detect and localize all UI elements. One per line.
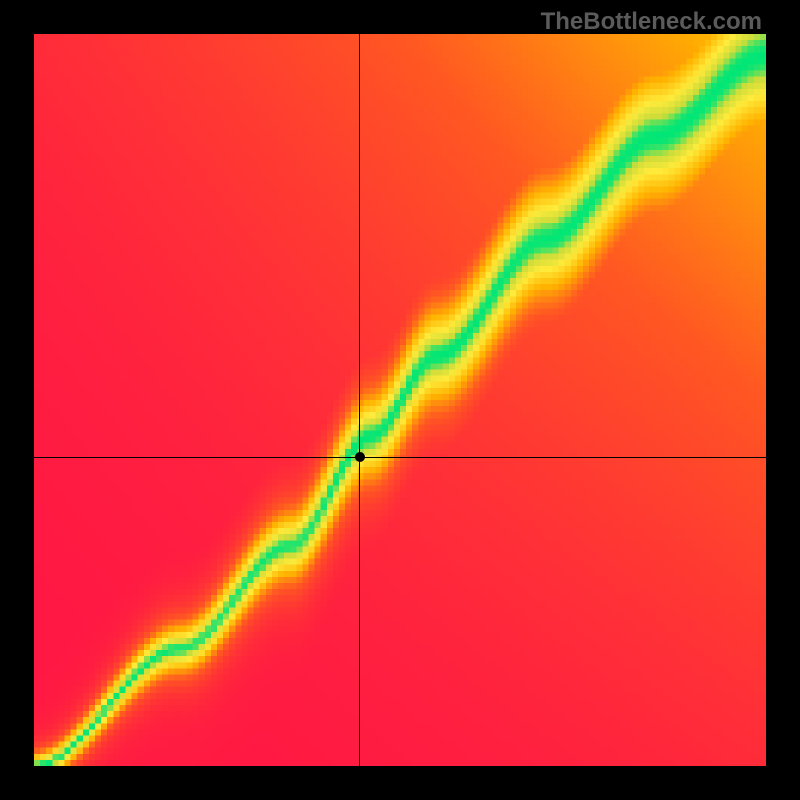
selection-marker: [355, 452, 365, 462]
chart-container: TheBottleneck.com: [0, 0, 800, 800]
bottleneck-heatmap: [34, 34, 766, 766]
crosshair-vertical: [359, 34, 360, 766]
crosshair-horizontal: [34, 457, 766, 458]
watermark-label: TheBottleneck.com: [541, 8, 762, 36]
